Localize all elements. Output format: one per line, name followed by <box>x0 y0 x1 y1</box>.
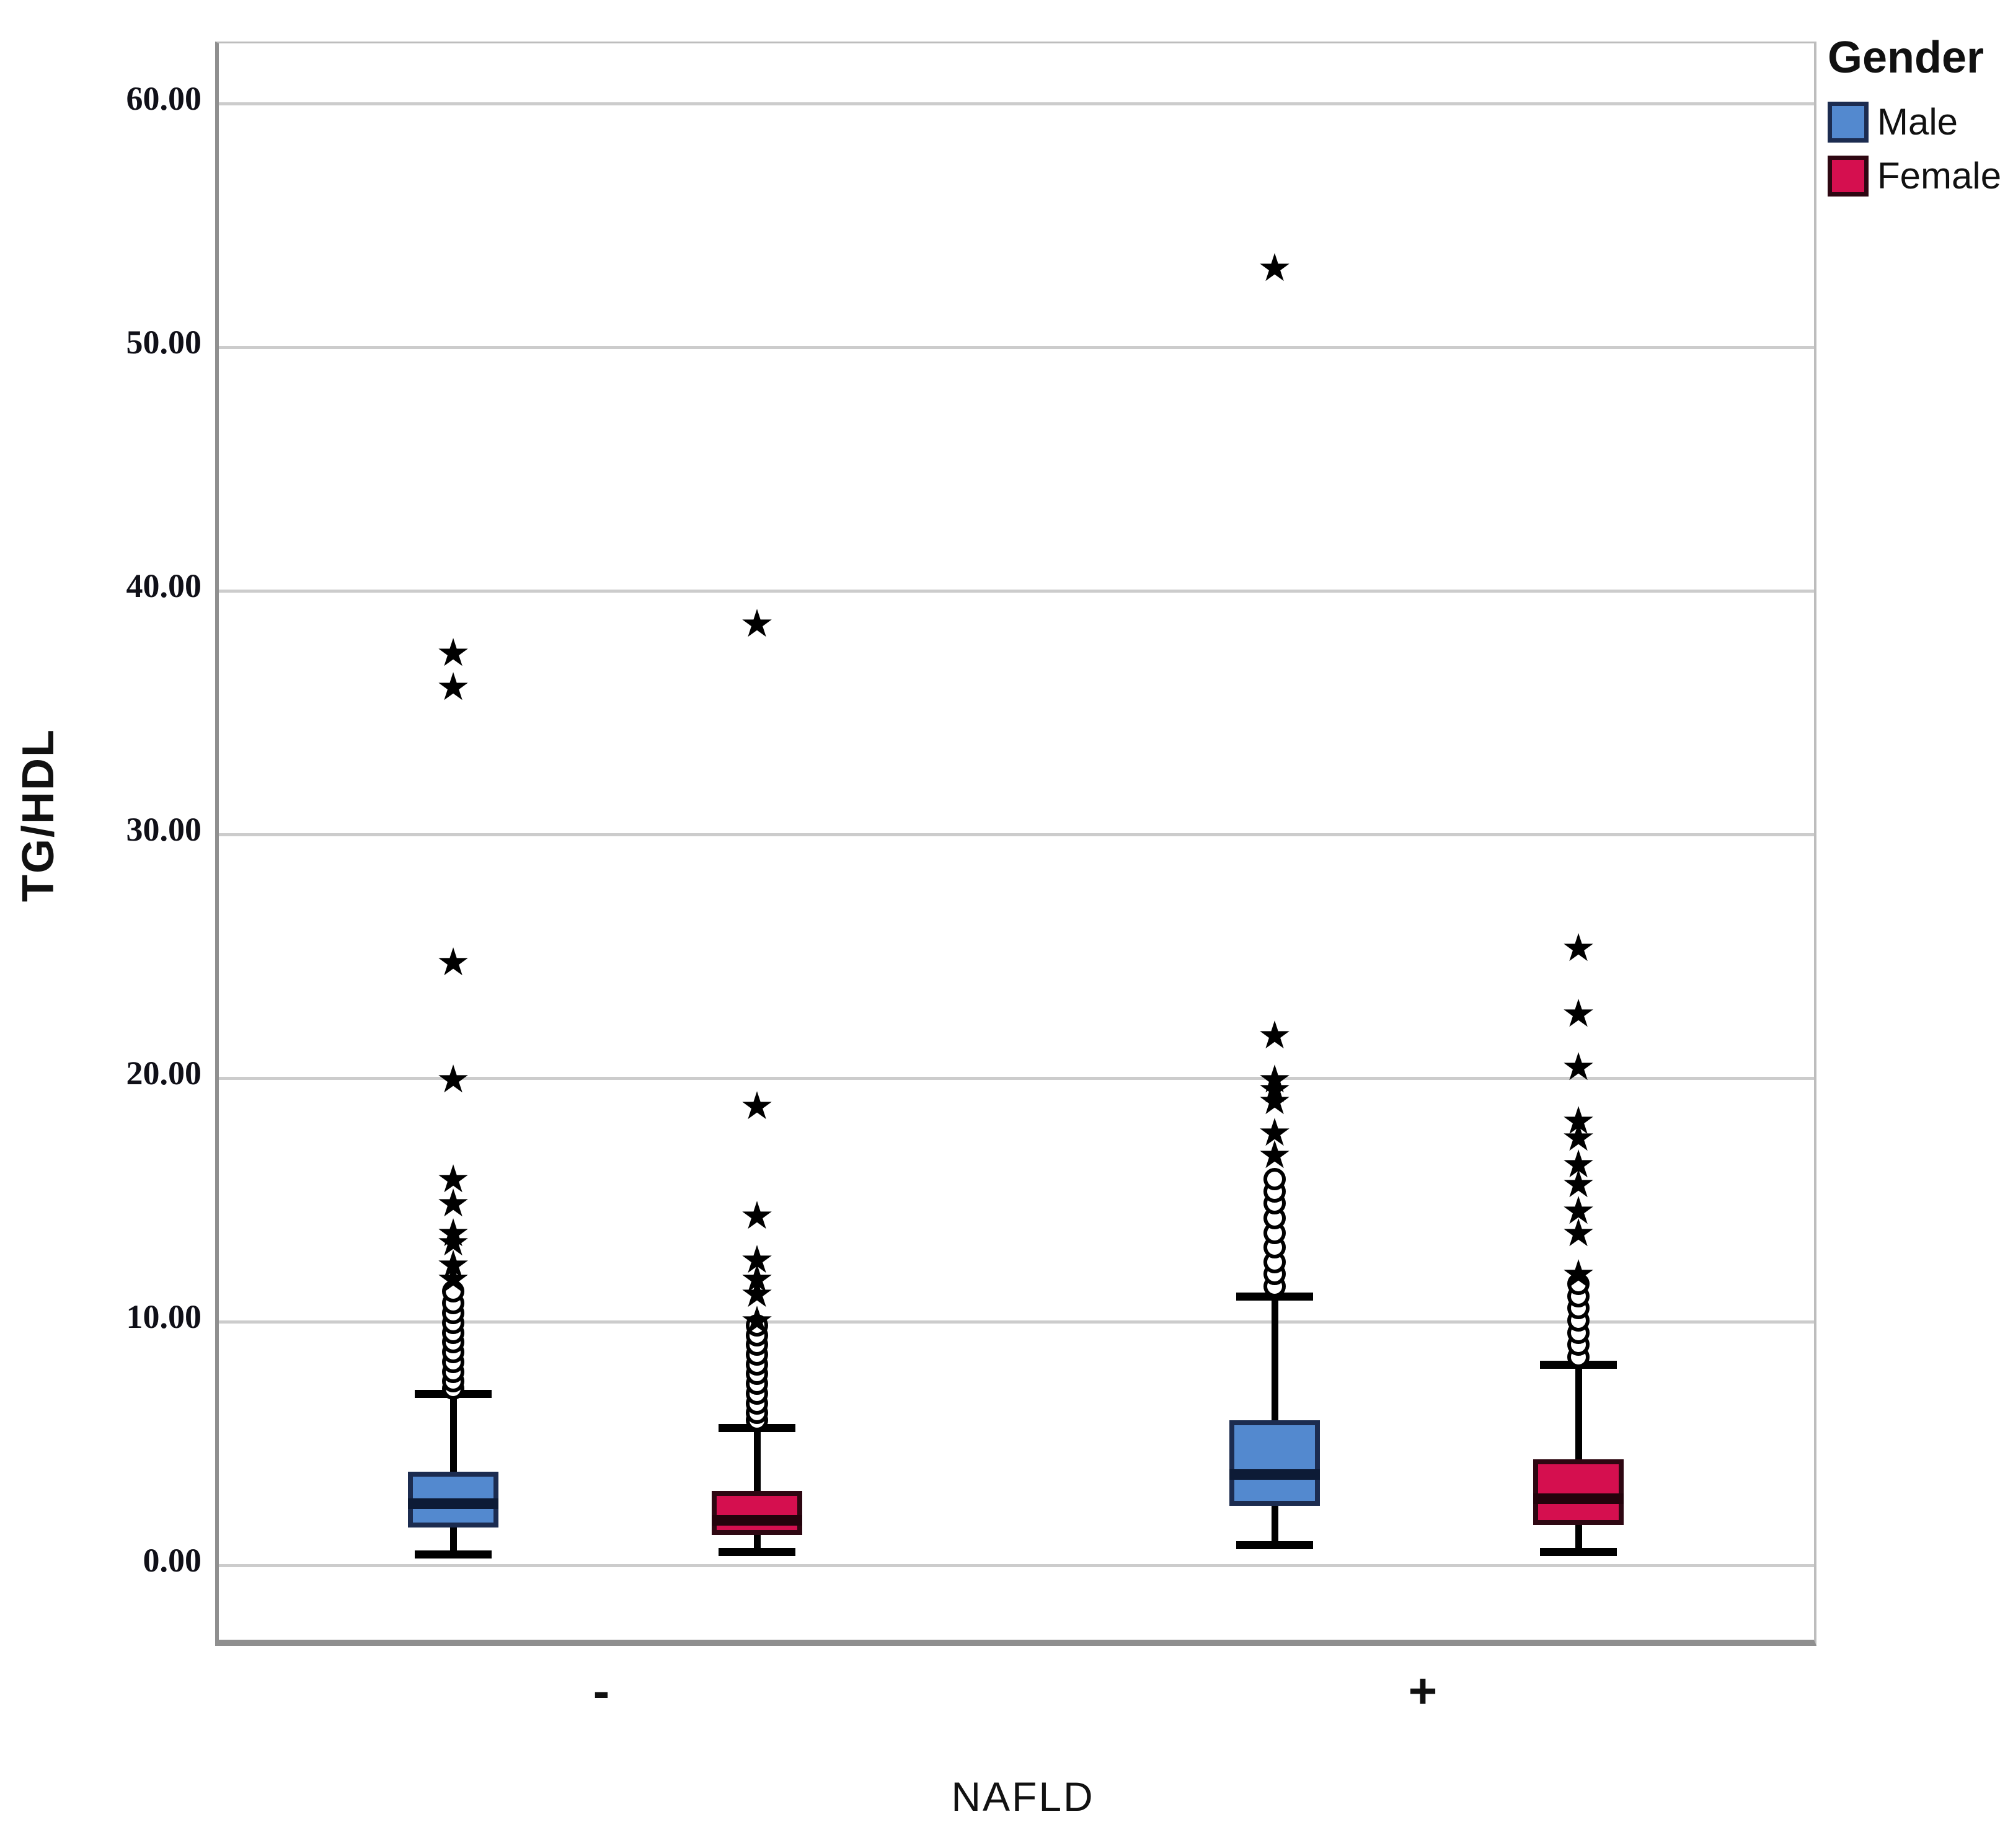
whisker-line-male-neg <box>450 1527 457 1555</box>
outlier-star-female-pos: ★ <box>1561 1115 1596 1161</box>
outlier-star-male-pos: ★ <box>1257 245 1292 291</box>
outlier-star-male-neg: ★ <box>436 1241 471 1287</box>
median-line-male-neg <box>408 1498 498 1509</box>
legend-item-male: Male <box>1828 100 2001 143</box>
whisker-cap-female-pos <box>1540 1548 1617 1557</box>
legend-swatch-female <box>1828 155 1869 197</box>
outlier-star-male-neg: ★ <box>436 1209 471 1255</box>
x-group-label-neg: - <box>593 1663 610 1718</box>
outlier-star-female-neg: ★ <box>740 1256 774 1302</box>
legend-swatch-male <box>1828 101 1869 143</box>
outlier-circle-male-pos <box>1263 1168 1286 1191</box>
plot-area: ★ ★ ★ ★ ★ ★ ★ ★ ★ ★ ★ ★ ★ ★ ★ ★ ★ ★ ★ ★ ★ ★ ★ ★ ★ ★ ★ ★ ★ ★ ★ ★ ★ ★ <box>215 42 1816 1646</box>
y-tick-label: 40.00 <box>126 567 202 604</box>
outlier-star-male-neg: ★ <box>436 1219 471 1265</box>
outlier-star-male-neg: ★ <box>436 1056 471 1102</box>
whisker-line-male-pos <box>1272 1505 1278 1545</box>
y-tick-label: 50.00 <box>126 324 202 361</box>
outlier-star-male-neg: ★ <box>436 1156 471 1202</box>
median-line-female-pos <box>1533 1493 1624 1504</box>
gridline-20 <box>219 1077 1814 1080</box>
outlier-star-female-neg: ★ <box>740 1083 774 1129</box>
outlier-star-male-pos: ★ <box>1257 1066 1292 1112</box>
whisker-line-female-pos <box>1575 1364 1582 1459</box>
outlier-star-female-neg: ★ <box>740 1193 774 1238</box>
legend-item-female: Female <box>1828 154 2001 197</box>
gridline-50 <box>219 346 1814 349</box>
legend-title: Gender <box>1828 33 1984 82</box>
outlier-star-female-neg: ★ <box>740 1236 774 1282</box>
x-axis-title: NAFLD <box>951 1774 1095 1819</box>
outlier-star-female-neg: ★ <box>740 1298 774 1343</box>
outlier-star-female-neg: ★ <box>740 1270 774 1316</box>
whisker-line-female-pos <box>1575 1525 1582 1552</box>
outlier-star-male-neg: ★ <box>436 1256 471 1302</box>
x-group-label-pos: + <box>1408 1663 1438 1718</box>
outlier-star-female-pos: ★ <box>1561 1188 1596 1234</box>
y-tick-label: 60.00 <box>126 80 202 117</box>
box-female-neg <box>712 1491 802 1535</box>
whisker-line-male-pos <box>1272 1296 1278 1421</box>
outlier-star-male-neg: ★ <box>436 939 471 985</box>
outlier-star-female-pos: ★ <box>1561 1209 1596 1255</box>
outlier-star-male-neg: ★ <box>436 1180 471 1226</box>
whisker-line-male-neg <box>450 1393 457 1472</box>
whisker-cap-male-pos <box>1236 1541 1313 1549</box>
legend: Gender Male Female <box>1828 32 2001 208</box>
outlier-star-female-pos: ★ <box>1561 1141 1596 1187</box>
outlier-star-male-pos: ★ <box>1257 1131 1292 1177</box>
outlier-star-male-pos: ★ <box>1257 1110 1292 1156</box>
legend-item-label: Female <box>1877 155 2002 197</box>
box-male-pos <box>1229 1420 1320 1506</box>
outlier-star-male-pos: ★ <box>1257 1012 1292 1058</box>
gridline-10 <box>219 1320 1814 1324</box>
y-tick-label: 30.00 <box>126 811 202 848</box>
outlier-star-female-pos: ★ <box>1561 1251 1596 1297</box>
gridline-0 <box>219 1564 1814 1567</box>
outlier-star-female-pos: ★ <box>1561 1044 1596 1090</box>
gridline-40 <box>219 590 1814 593</box>
outlier-circle-female-pos <box>1567 1273 1590 1296</box>
gridline-60 <box>219 102 1814 105</box>
outlier-star-female-pos: ★ <box>1561 990 1596 1036</box>
outlier-star-male-neg: ★ <box>436 630 471 676</box>
median-line-female-neg <box>712 1515 802 1526</box>
outlier-circle-female-neg <box>746 1314 768 1337</box>
y-tick-label: 20.00 <box>126 1054 202 1092</box>
outlier-star-female-pos: ★ <box>1561 924 1596 970</box>
y-tick-label: 10.00 <box>126 1298 202 1335</box>
outlier-star-female-pos: ★ <box>1561 1161 1596 1206</box>
whisker-line-female-neg <box>754 1534 761 1552</box>
gridline-30 <box>219 833 1814 836</box>
whisker-line-female-neg <box>754 1427 761 1492</box>
median-line-male-pos <box>1229 1469 1320 1480</box>
y-tick-label: 0.00 <box>143 1542 202 1579</box>
outlier-star-female-neg: ★ <box>740 601 774 647</box>
box-female-pos <box>1533 1459 1624 1526</box>
whisker-cap-female-neg <box>719 1548 795 1557</box>
whisker-cap-male-neg <box>415 1550 492 1559</box>
outlier-star-male-pos: ★ <box>1257 1078 1292 1124</box>
y-axis-title: TG/HDL <box>14 728 63 902</box>
legend-items: Male Female <box>1828 100 2001 197</box>
outlier-star-female-pos: ★ <box>1561 1097 1596 1143</box>
outlier-star-male-pos: ★ <box>1257 1056 1292 1102</box>
outlier-star-male-neg: ★ <box>436 664 471 710</box>
legend-item-label: Male <box>1877 101 1958 143</box>
outlier-circle-male-neg <box>442 1280 464 1302</box>
